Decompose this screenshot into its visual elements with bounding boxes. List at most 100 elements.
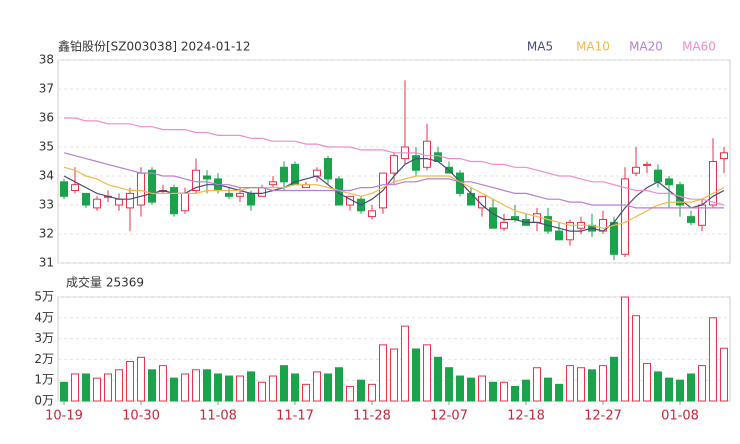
y-tick-label: 5万	[34, 290, 54, 304]
volume-bar	[379, 344, 387, 402]
candle-body	[687, 216, 695, 223]
candle-body	[93, 198, 101, 209]
volume-bar	[346, 385, 354, 402]
volume-bar	[159, 365, 167, 402]
candle-body	[500, 221, 508, 229]
legend-entry: MA20	[629, 40, 663, 54]
volume-bar	[687, 373, 695, 402]
y-tick-label: 37	[39, 82, 54, 96]
x-tick-label: 10-19	[45, 409, 83, 424]
candle-body	[632, 166, 640, 174]
volume-bar	[445, 367, 453, 402]
volume-bar	[302, 383, 310, 402]
candle-body	[621, 178, 629, 255]
candle-body	[225, 192, 233, 197]
volume-title: 成交量 25369	[66, 275, 144, 290]
x-tick-label: 12-18	[507, 409, 545, 424]
volume-bar	[137, 356, 145, 402]
y-tick-label: 38	[39, 53, 54, 67]
x-tick-label: 01-08	[661, 409, 699, 424]
volume-bar	[357, 379, 365, 402]
volume-bar	[566, 365, 574, 402]
x-tick-label: 12-07	[430, 409, 468, 424]
volume-bar	[148, 369, 156, 402]
volume-bar	[313, 371, 321, 402]
volume-bar	[522, 379, 530, 402]
volume-bar	[71, 373, 79, 402]
volume-bar	[610, 356, 618, 402]
volume-bar	[60, 381, 68, 402]
volume-bar	[599, 365, 607, 402]
volume-bar	[489, 381, 497, 402]
legend-entry: MA10	[576, 40, 610, 54]
volume-bar	[544, 377, 552, 402]
volume-bar	[500, 381, 508, 402]
volume-bar	[214, 373, 222, 402]
volume-bar	[621, 296, 629, 402]
candle-body	[170, 187, 178, 215]
volume-bar	[588, 369, 596, 402]
candle-body	[269, 181, 277, 186]
candle-body	[181, 192, 189, 212]
ma-line	[63, 166, 725, 229]
y-tick-label: 34	[39, 169, 54, 183]
y-tick-label: 33	[39, 198, 54, 212]
volume-bar	[665, 377, 673, 402]
volume-bar	[82, 373, 90, 402]
volume-bar	[555, 383, 563, 402]
volume-bar	[192, 369, 200, 402]
candle-body	[654, 169, 662, 183]
candle-body	[489, 207, 497, 229]
volume-bar	[511, 385, 519, 402]
ma-line	[64, 117, 725, 206]
candle-body	[236, 192, 244, 197]
volume-bar	[709, 317, 717, 402]
volume-bar	[203, 369, 211, 402]
volume-bar	[291, 373, 299, 402]
candle-body	[203, 175, 211, 180]
candle-body	[280, 166, 288, 183]
y-tick-label: 35	[39, 140, 54, 154]
volume-bar	[401, 325, 409, 402]
candle-body	[60, 181, 68, 197]
candle-body	[148, 169, 156, 203]
volume-bar	[324, 373, 332, 402]
volume-bar	[126, 360, 134, 402]
volume-bar	[533, 367, 541, 402]
volume-bar	[170, 377, 178, 402]
volume-bar	[335, 367, 343, 402]
x-tick-label: 11-28	[353, 409, 391, 424]
candle-body	[720, 152, 728, 160]
x-tick-label: 10-30	[122, 409, 160, 424]
candle-body	[313, 169, 321, 177]
volume-bar	[247, 371, 255, 402]
volume-bar	[280, 365, 288, 402]
x-tick-label: 11-08	[199, 409, 237, 424]
candle-body	[115, 198, 123, 206]
volume-bar	[456, 375, 464, 402]
candle-body	[709, 161, 717, 206]
y-tick-label: 2万	[34, 352, 54, 366]
volume-bar	[434, 356, 442, 402]
candle-body	[665, 178, 673, 186]
chart-title: 鑫铂股份[SZ003038] 2024-01-12	[58, 39, 251, 54]
volume-bar	[225, 375, 233, 402]
candle-body	[137, 172, 145, 206]
candle-body	[434, 152, 442, 163]
y-tick-label: 0万	[34, 394, 54, 408]
candle-body	[247, 192, 255, 206]
legend-entry: MA5	[527, 40, 553, 54]
y-tick-label: 3万	[34, 331, 54, 345]
volume-bar	[390, 348, 398, 402]
x-tick-label: 12-27	[584, 409, 622, 424]
volume-bar	[368, 383, 376, 402]
candle-body	[533, 213, 541, 223]
candle-body	[423, 140, 431, 168]
volume-bar	[181, 373, 189, 402]
volume-bar	[478, 375, 486, 402]
candle-body	[258, 187, 266, 197]
volume-bar	[632, 315, 640, 402]
y-tick-label: 4万	[34, 310, 54, 324]
candle-body	[71, 184, 79, 191]
candle-body	[82, 192, 90, 206]
